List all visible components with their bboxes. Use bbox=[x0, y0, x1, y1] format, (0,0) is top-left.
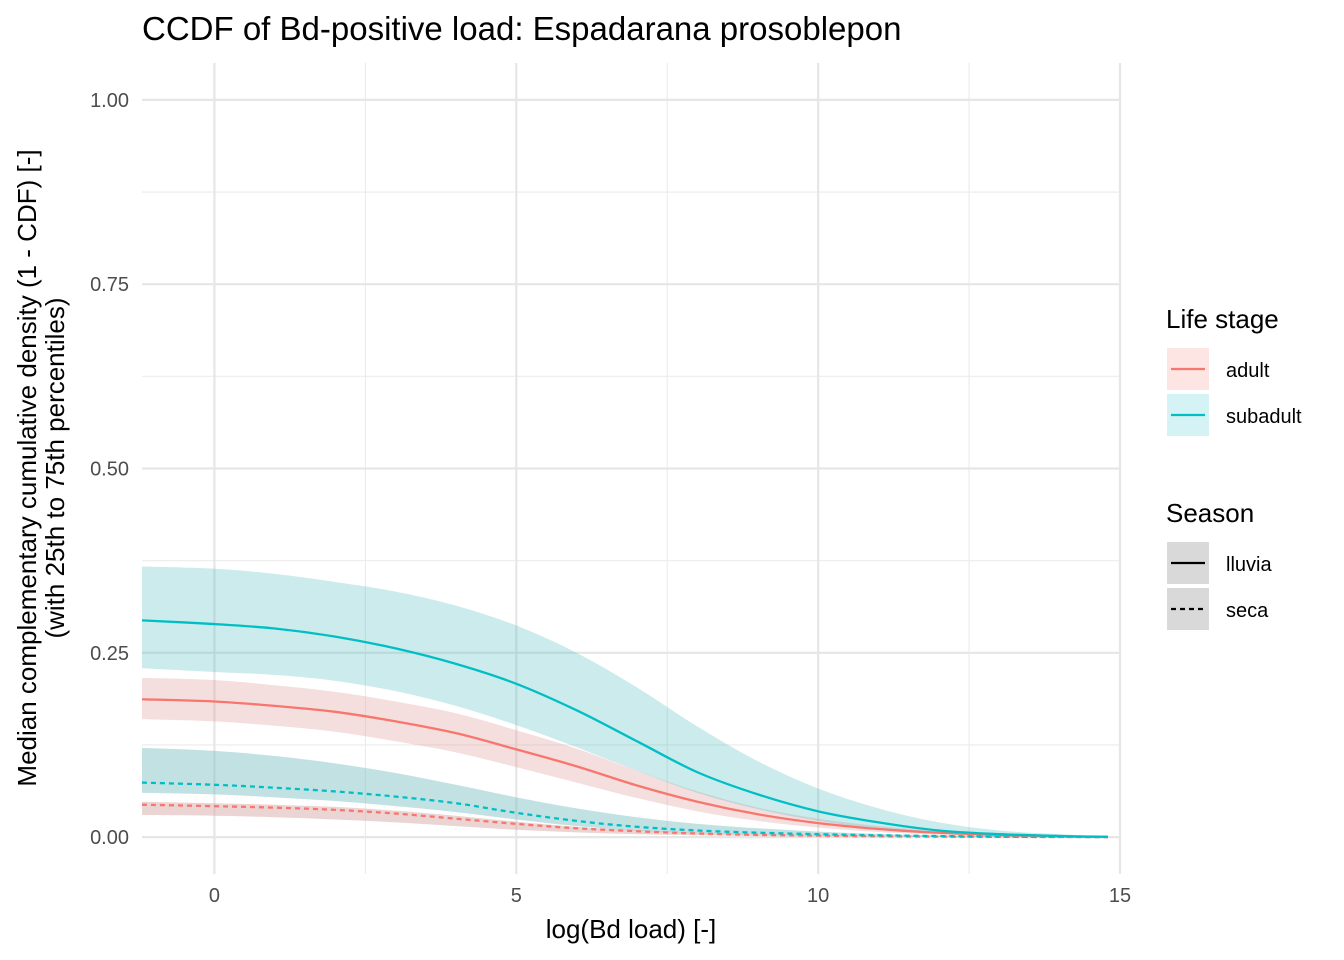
legend-label-subadult: subadult bbox=[1226, 406, 1302, 428]
legend-season-title: Season bbox=[1166, 498, 1254, 528]
x-tick-labels: 0 5 10 15 bbox=[209, 885, 1131, 907]
legend-life-stage: Life stage adult subadult bbox=[1166, 304, 1302, 436]
band-subadult-lluvia bbox=[142, 566, 1108, 837]
legend-season: Season lluvia seca bbox=[1166, 498, 1272, 630]
y-axis-title-line1: Median complementary cumulative density … bbox=[12, 149, 42, 786]
x-tick-label: 10 bbox=[807, 885, 829, 907]
x-axis-title: log(Bd load) [-] bbox=[546, 914, 717, 944]
y-tick-label: 1.00 bbox=[90, 90, 129, 112]
x-tick-label: 5 bbox=[511, 885, 522, 907]
line-subadult-lluvia bbox=[141, 619, 1108, 838]
band-season-seca bbox=[142, 801, 1108, 838]
legend-life-stage-title: Life stage bbox=[1166, 304, 1279, 334]
y-tick-labels: 0.00 0.25 0.50 0.75 1.00 bbox=[90, 90, 129, 849]
legend-item-subadult: subadult bbox=[1167, 394, 1302, 436]
legend-item-lluvia: lluvia bbox=[1167, 542, 1272, 584]
y-tick-label: 0.75 bbox=[90, 274, 129, 296]
grid-minor bbox=[142, 63, 1120, 874]
line-adult-seca bbox=[141, 803, 1108, 839]
band-adult-lluvia bbox=[142, 677, 1108, 837]
band-season-lluvia bbox=[142, 677, 1108, 837]
x-tick-label: 15 bbox=[1109, 885, 1131, 907]
chart-title: CCDF of Bd-positive load: Espadarana pro… bbox=[142, 10, 901, 47]
x-tick-label: 0 bbox=[209, 885, 220, 907]
y-tick-label: 0.00 bbox=[90, 827, 129, 849]
legend-label-seca: seca bbox=[1226, 600, 1269, 622]
band-adult-seca bbox=[142, 801, 1108, 838]
series-lines bbox=[141, 619, 1108, 839]
band-season-lluvia bbox=[142, 566, 1108, 837]
line-subadult-seca bbox=[141, 781, 1108, 839]
legend-item-seca: seca bbox=[1167, 588, 1269, 630]
line-adult-lluvia bbox=[141, 698, 1108, 838]
y-tick-label: 0.50 bbox=[90, 459, 129, 481]
y-axis-title: Median complementary cumulative density … bbox=[12, 149, 70, 786]
y-tick-label: 0.25 bbox=[90, 643, 129, 665]
y-axis-title-line2: (with 25th to 75th percentiles) bbox=[40, 297, 70, 638]
legend-item-adult: adult bbox=[1167, 348, 1270, 390]
grid-major bbox=[142, 63, 1122, 874]
legend-label-adult: adult bbox=[1226, 360, 1270, 382]
legend-label-lluvia: lluvia bbox=[1226, 554, 1272, 576]
